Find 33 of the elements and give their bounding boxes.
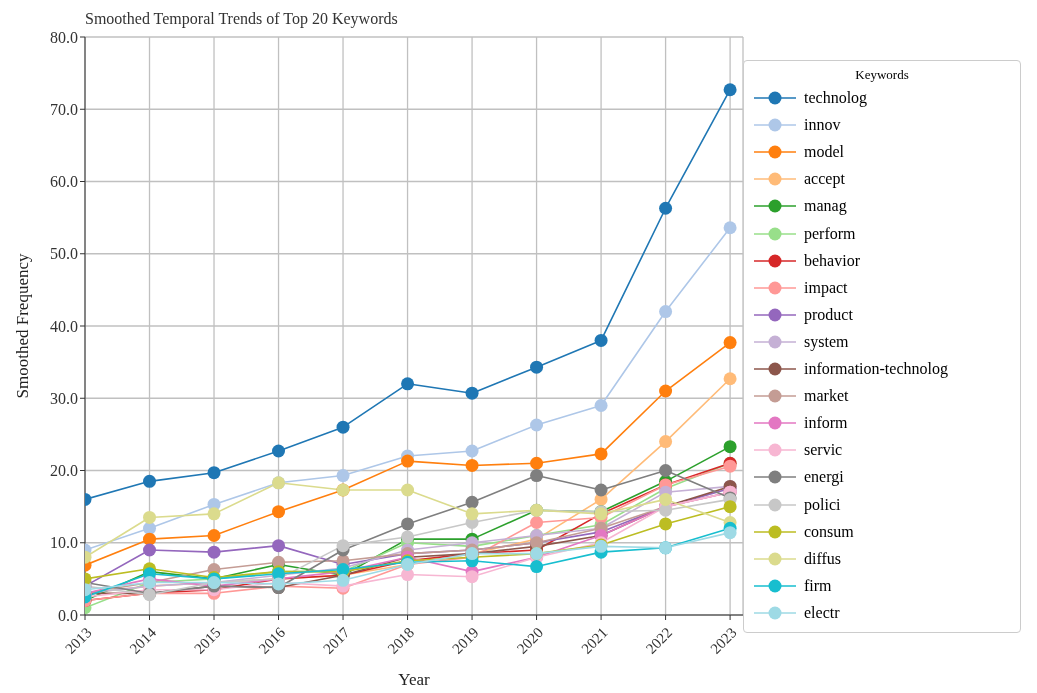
legend-label: system <box>804 332 849 351</box>
legend-label: product <box>804 305 853 324</box>
legend-label: market <box>804 387 849 406</box>
legend-label: accept <box>804 170 845 189</box>
legend-label: electr <box>804 603 840 622</box>
legend-label: technolog <box>804 89 868 108</box>
legend-label: servic <box>804 441 843 460</box>
legend-label: impact <box>804 278 848 297</box>
y-tick-label: 20.0 <box>50 462 78 480</box>
legend-label: behavior <box>804 251 860 270</box>
y-tick-label: 70.0 <box>50 100 78 118</box>
y-tick-label: 60.0 <box>50 173 78 191</box>
legend-label: innov <box>804 116 841 135</box>
legend-label: energi <box>804 468 844 487</box>
legend-label: polici <box>804 495 841 514</box>
y-tick-label: 30.0 <box>50 389 78 407</box>
y-tick-label: 40.0 <box>50 317 78 335</box>
legend-label: manag <box>804 197 847 216</box>
y-tick-label: 50.0 <box>50 245 78 263</box>
legend-label: consum <box>804 522 854 541</box>
legend-label: model <box>804 143 844 162</box>
legend-title: Keywords <box>854 66 910 83</box>
x-axis-title: Year <box>398 670 430 689</box>
legend-label: information-technolog <box>804 360 948 379</box>
y-tick-label: 80.0 <box>50 28 78 46</box>
legend-label: inform <box>804 414 848 433</box>
legend-label: diffus <box>804 549 842 568</box>
y-tick-label: 0.0 <box>58 606 78 624</box>
chart-title: Smoothed Temporal Trends of Top 20 Keywords <box>85 10 398 28</box>
legend-label: firm <box>804 576 832 595</box>
y-tick-label: 10.0 <box>50 534 78 552</box>
y-axis-title: Smoothed Frequency <box>13 253 33 399</box>
legend-label: perform <box>804 224 856 243</box>
